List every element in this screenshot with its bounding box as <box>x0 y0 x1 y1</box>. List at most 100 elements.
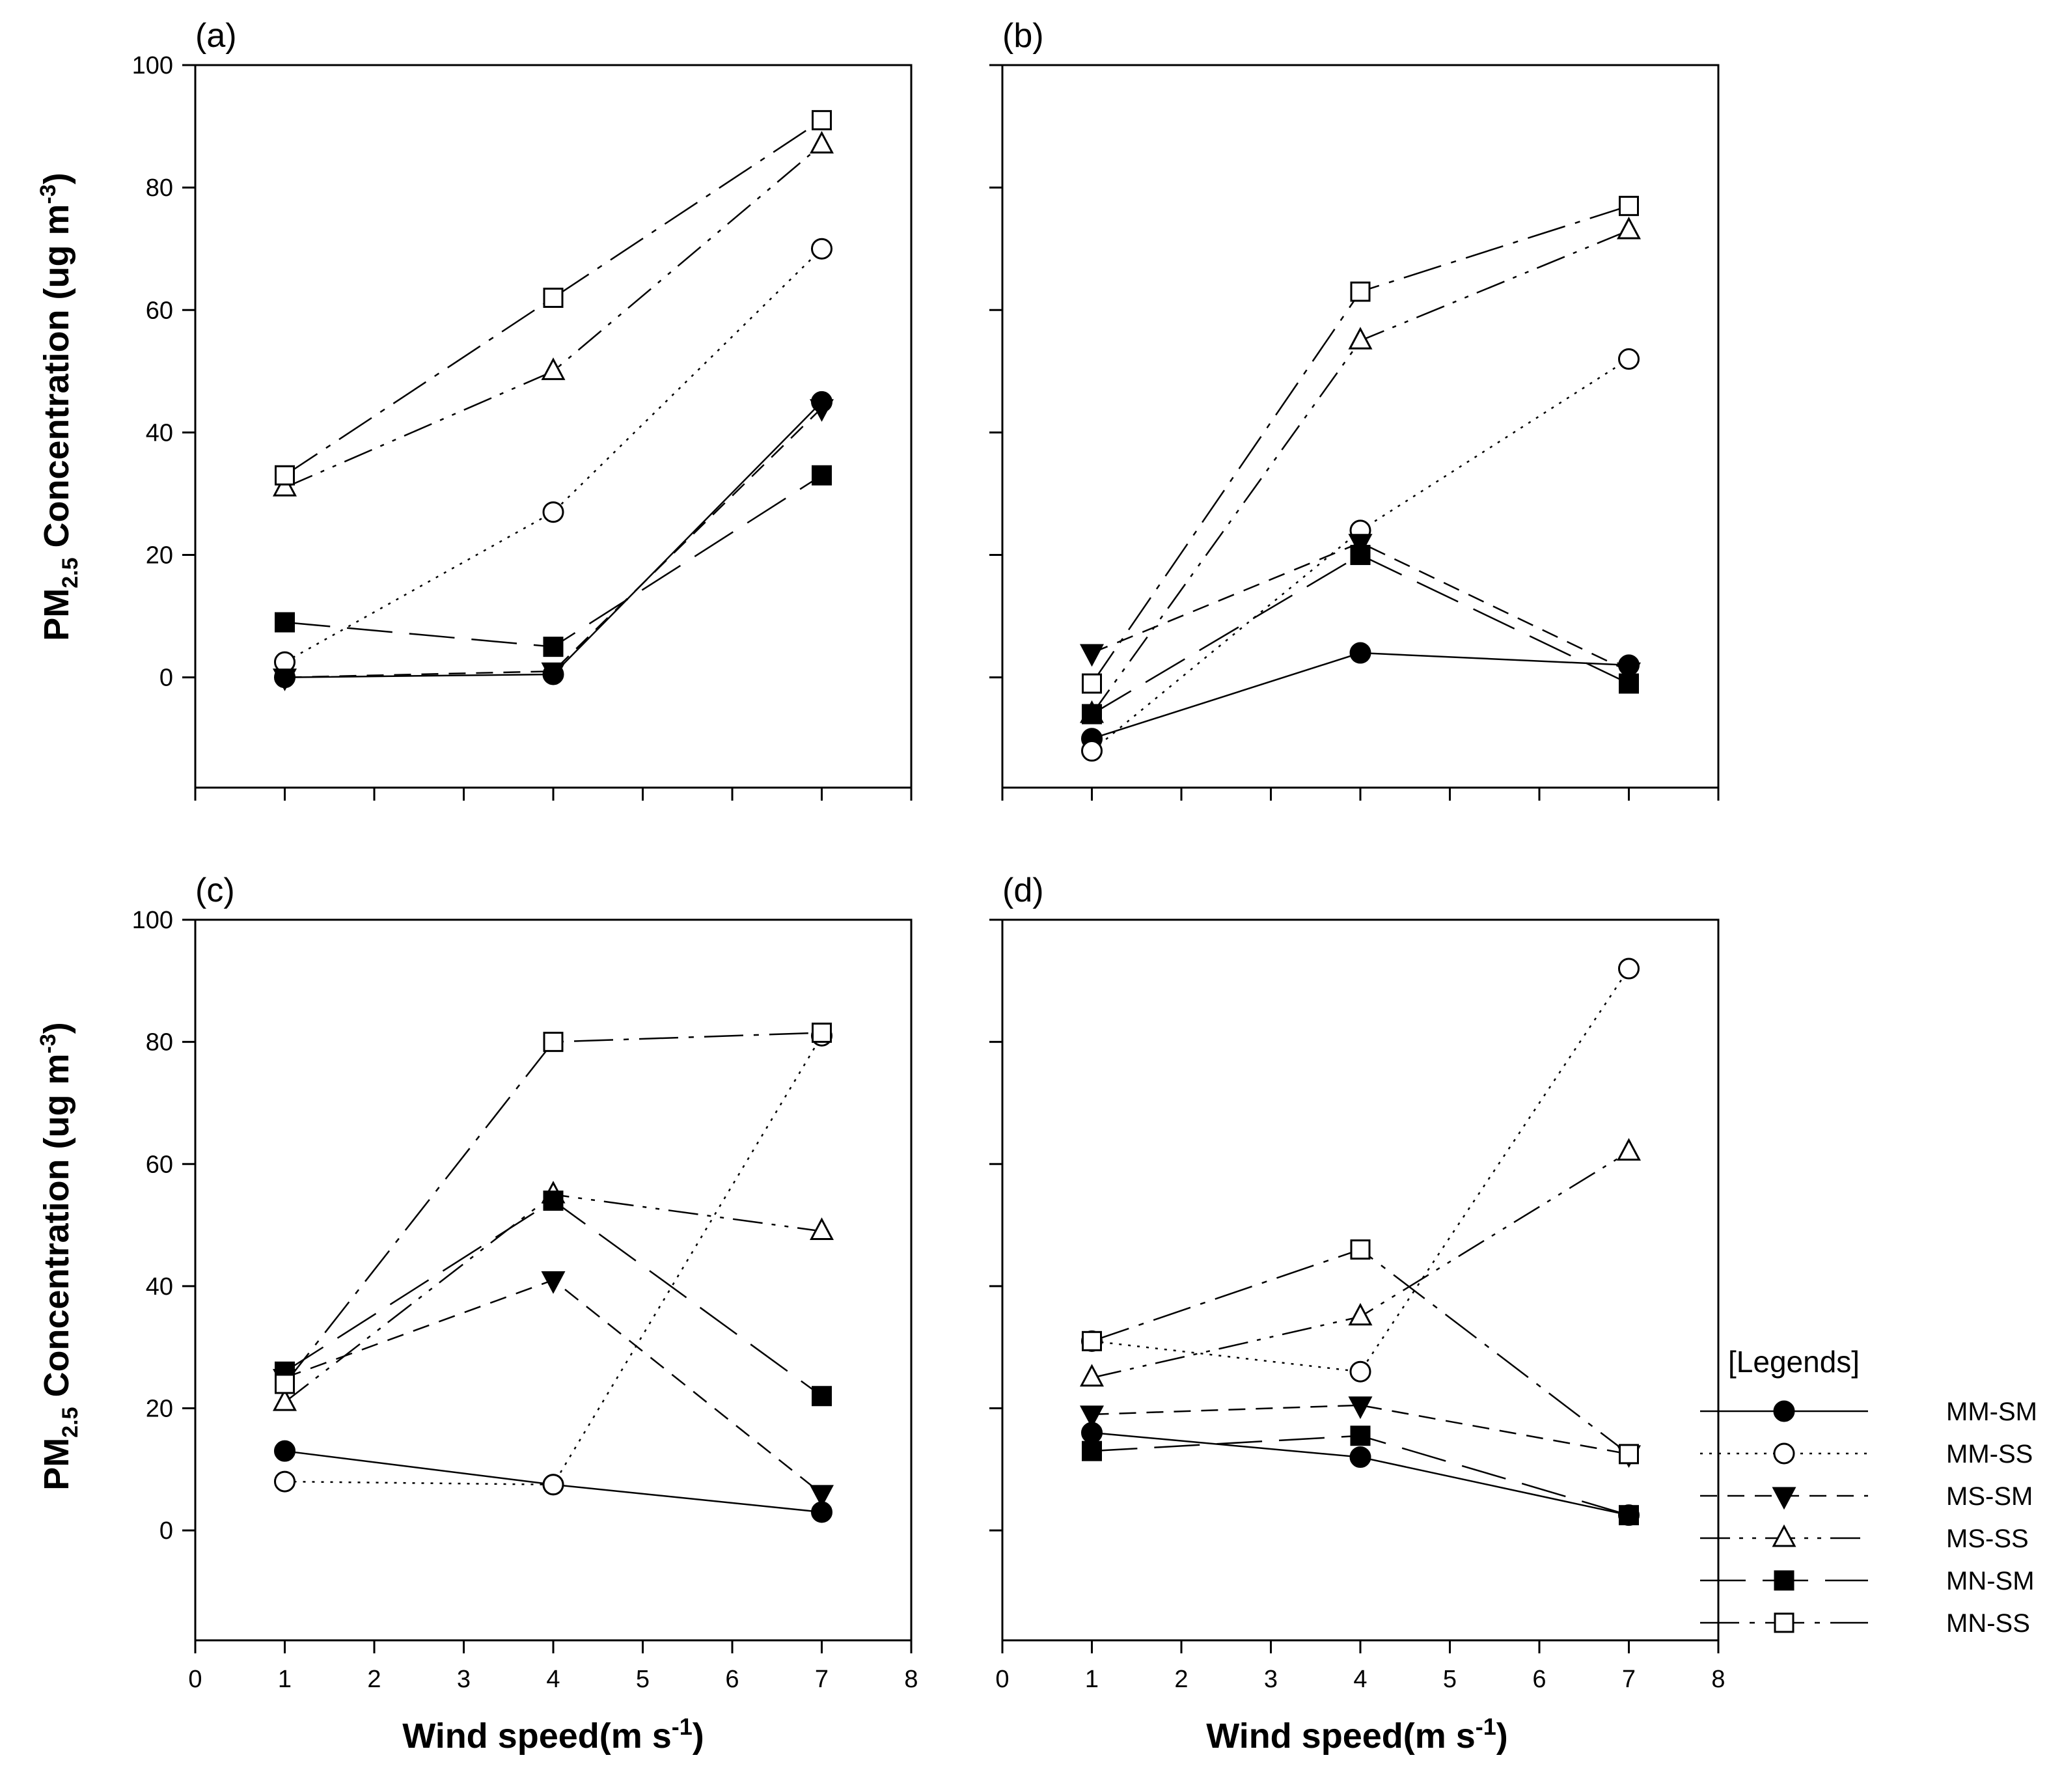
data-point-mm-ss <box>1081 740 1103 762</box>
data-point-mn-ss <box>275 1373 295 1394</box>
data-point-ms-sm <box>810 1485 834 1508</box>
panel-tag: (c) <box>195 872 235 909</box>
x-tick-label: 5 <box>1443 1666 1457 1693</box>
y-tick-label: 80 <box>146 174 173 202</box>
data-point-ms-sm <box>1080 644 1104 667</box>
plot-frame <box>1001 64 1720 789</box>
data-point-mm-ss <box>1618 348 1640 370</box>
data-point-ms-ss <box>273 1388 297 1411</box>
data-point-mn-ss <box>1082 1330 1102 1351</box>
x-tick-label: 7 <box>815 1666 829 1693</box>
data-point-ms-ss <box>1617 216 1641 240</box>
series-line-mm-ss <box>284 248 823 663</box>
panel-a: (a) 0 20 40 60 80 100 <box>132 17 913 801</box>
data-point-mm-ss <box>1349 1360 1371 1383</box>
legend-marker-mn-ss <box>1774 1612 1794 1633</box>
series-line-ms-sm <box>284 407 823 678</box>
data-point-ms-ss <box>1348 1303 1373 1326</box>
y-tick-label: 0 <box>159 665 173 692</box>
y-axis-title-bottom: PM2.5 Concentration (ug m-3) <box>36 1022 83 1490</box>
panel-tag: (d) <box>1002 872 1044 909</box>
x-tick-label: 2 <box>367 1666 381 1693</box>
series-line-ms-sm <box>1092 1404 1629 1455</box>
data-point-ms-sm <box>273 669 297 691</box>
legend-marker-ms-sm <box>1772 1487 1796 1510</box>
y-tick-label: 60 <box>146 1151 173 1178</box>
legend-marker-mm-sm <box>1773 1400 1795 1422</box>
y-tick-label: 100 <box>132 907 173 934</box>
data-point-ms-sm <box>1348 1396 1373 1420</box>
legend-label-mm-ss: MM-SS <box>1946 1440 2033 1468</box>
legend-label-mn-ss: MN-SS <box>1946 1609 2030 1638</box>
series-line-mn-sm <box>1091 554 1630 715</box>
data-point-ms-sm <box>810 399 834 422</box>
data-point-mn-ss <box>1619 1444 1639 1465</box>
y-tick-label: 40 <box>146 419 173 447</box>
legend: [Legends] MM-SM MM-SS MS-SM MS-SS MN-SM MN-SS <box>1700 1345 2037 1638</box>
data-point-ms-sm <box>1080 1405 1104 1429</box>
series-line-mm-ss <box>1092 968 1630 1373</box>
data-point-mn-ss <box>1619 195 1639 216</box>
y-tick-label: 80 <box>146 1029 173 1056</box>
data-point-mn-ss <box>1350 281 1371 302</box>
data-point-mm-ss <box>542 1474 564 1496</box>
x-tick-label: 3 <box>457 1666 471 1693</box>
plot-frame <box>1001 918 1720 1642</box>
data-point-ms-ss <box>1080 1364 1104 1387</box>
series-line-ms-ss <box>1092 1151 1630 1379</box>
data-point-mn-sm <box>1350 545 1371 566</box>
series-line-mn-ss <box>1091 205 1629 684</box>
legend-marker-mm-ss <box>1773 1442 1795 1465</box>
data-point-mn-sm <box>1082 704 1102 724</box>
data-point-mn-ss <box>543 1032 564 1053</box>
y-tick-label: 60 <box>146 297 173 324</box>
x-tick-label: 3 <box>1264 1666 1278 1693</box>
series-line-ms-ss <box>284 1193 822 1403</box>
data-point-mn-ss <box>543 287 564 308</box>
y-tick-label: 40 <box>146 1273 173 1301</box>
series-line-ms-ss <box>1091 229 1629 715</box>
data-point-mn-sm <box>812 1386 832 1407</box>
data-point-mn-sm <box>543 637 564 657</box>
data-point-mm-sm <box>1349 1446 1371 1468</box>
data-point-mn-ss <box>812 110 832 131</box>
data-point-ms-ss <box>273 473 297 497</box>
legend-marker-mn-sm <box>1774 1570 1794 1591</box>
data-point-ms-ss <box>810 131 834 154</box>
panel-d: (d) 0 1 2 3 4 5 6 7 8 <box>989 872 1725 1693</box>
data-point-ms-sm <box>541 1271 566 1294</box>
data-point-ms-sm <box>1348 534 1373 557</box>
data-point-mn-sm <box>1082 1440 1102 1461</box>
x-tick-label: 5 <box>636 1666 650 1693</box>
data-point-mn-sm <box>543 1191 564 1211</box>
x-axis-title-left: Wind speed(m s-1) <box>402 1713 704 1756</box>
legend-label-ms-ss: MS-SS <box>1946 1524 2029 1553</box>
y-axis-title-top: PM2.5 Concentration (ug m-3) <box>36 172 83 641</box>
y-tick-label: 20 <box>146 1396 173 1423</box>
legend-label-ms-sm: MS-SM <box>1946 1482 2033 1511</box>
y-tick-label: 100 <box>132 52 173 79</box>
data-point-ms-ss <box>810 1217 834 1240</box>
x-tick-label: 4 <box>546 1666 560 1693</box>
series-line-mn-ss <box>284 1032 822 1385</box>
series-line-mm-sm <box>284 401 823 678</box>
x-axis-title-right: Wind speed(m s-1) <box>1206 1713 1508 1756</box>
legend-label-mm-sm: MM-SM <box>1946 1398 2037 1426</box>
data-point-ms-ss <box>1348 327 1373 350</box>
x-tick-label: 1 <box>1085 1666 1099 1693</box>
data-point-mn-ss <box>1350 1239 1371 1260</box>
data-point-mm-sm <box>274 1440 296 1462</box>
data-point-mm-ss <box>811 238 832 260</box>
legend-title: [Legends] <box>1728 1345 1860 1379</box>
data-point-mn-sm <box>812 465 832 486</box>
series-line-mn-ss <box>284 119 823 476</box>
data-point-mn-ss <box>1082 673 1102 694</box>
data-point-mm-ss <box>542 501 564 523</box>
x-tick-label: 2 <box>1174 1666 1188 1693</box>
data-point-mm-ss <box>1618 958 1640 980</box>
series-line-mn-sm <box>284 475 823 648</box>
x-tick-label: 8 <box>904 1666 918 1693</box>
x-tick-label: 6 <box>725 1666 739 1693</box>
data-point-mn-ss <box>812 1023 832 1043</box>
